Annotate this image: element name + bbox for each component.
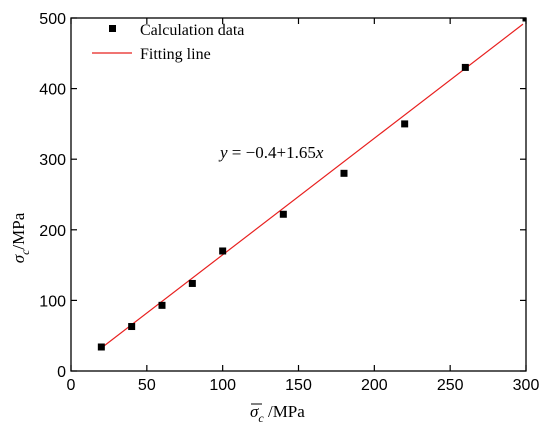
fit-equation-annotation: y = −0.4+1.65x	[218, 143, 324, 162]
x-tick-label: 100	[209, 377, 236, 394]
y-axis-label-subscript: c	[18, 249, 32, 255]
plot-frame	[70, 17, 527, 372]
y-axis-label-symbol: σ	[9, 254, 28, 263]
data-point	[219, 247, 227, 255]
y-tick-label: 100	[39, 293, 66, 310]
y-axis-label-text: σc/MPa	[9, 212, 32, 263]
data-point	[401, 120, 409, 128]
x-tick-label: 150	[285, 377, 312, 394]
x-tick-label: 50	[138, 377, 156, 394]
y-axis-label: σc/MPa	[9, 212, 32, 263]
data-point	[158, 301, 166, 309]
legend-marker-calculation-data	[109, 25, 116, 32]
legend-label-fitting-line: Fitting line	[140, 46, 211, 63]
legend-label-calculation-data: Calculation data	[140, 22, 244, 39]
y-tick-label: 0	[57, 364, 66, 381]
plot-area-border	[70, 17, 527, 372]
calculation-data-series	[97, 18, 526, 351]
data-point	[340, 169, 348, 177]
data-point	[522, 18, 526, 22]
data-point	[279, 210, 287, 218]
data-point	[188, 279, 196, 287]
y-tick-label: 400	[39, 82, 66, 99]
data-point	[461, 63, 469, 71]
x-axis-label-unit: /MPa	[264, 402, 306, 421]
x-tick-label: 0	[67, 377, 76, 394]
x-axis-label-text: σc /MPa	[250, 402, 305, 425]
y-tick-label: 200	[39, 223, 66, 240]
tick-labels: 0 50 100 150 200 250 300 0 100 200 300 400 500	[39, 11, 539, 394]
x-axis-label-symbol: σ	[250, 402, 259, 421]
x-tick-label: 300	[513, 377, 540, 394]
data-point	[128, 323, 136, 331]
y-tick-label: 500	[39, 11, 66, 28]
x-axis-label-subscript: c	[258, 411, 264, 425]
x-tick-label: 250	[437, 377, 464, 394]
y-axis-label-unit: /MPa	[9, 212, 28, 249]
annotation-coefficients: −0.4+1.65	[246, 143, 316, 162]
x-tick-label: 200	[361, 377, 388, 394]
annotation-x-var: x	[315, 143, 324, 162]
y-tick-label: 300	[39, 152, 66, 169]
annotation-equals: =	[228, 143, 246, 162]
annotation-y-var: y	[218, 143, 228, 162]
data-point	[97, 343, 105, 351]
axis-ticks	[70, 17, 527, 372]
x-axis-label: σc /MPa	[250, 402, 305, 425]
fitting-line	[100, 23, 524, 349]
fitting-line-series	[100, 23, 524, 349]
legend: Calculation data Fitting line	[92, 22, 244, 63]
